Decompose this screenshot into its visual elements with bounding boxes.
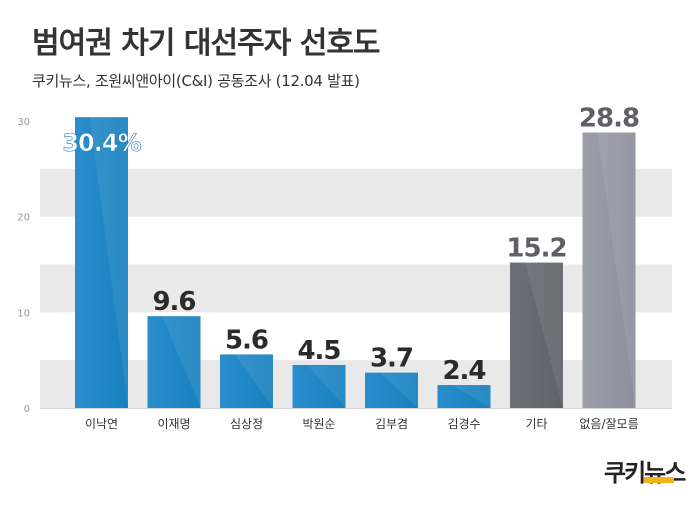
data-label: 28.8 <box>579 103 639 133</box>
bar-shade <box>307 364 346 408</box>
bar-심상정 <box>220 354 273 408</box>
data-label: 5.6 <box>225 325 268 355</box>
background-band-0 <box>40 360 672 408</box>
data-label: 9.6 <box>152 287 195 317</box>
data-label: 15.2 <box>506 234 566 264</box>
bar-이재명 <box>147 316 201 408</box>
data-label: 2.4 <box>442 356 485 386</box>
y-tick-label: 10 <box>17 308 30 319</box>
logo: 쿠키뉴스 <box>604 453 686 487</box>
bar-shade <box>524 262 563 408</box>
bar-shade <box>162 316 201 408</box>
category-label: 없음/잘모름 <box>579 417 638 431</box>
background-band-1 <box>40 264 672 313</box>
y-tick-label: 20 <box>17 213 30 224</box>
category-label: 기타 <box>525 417 547 431</box>
logo-accent-bar <box>644 477 674 483</box>
bar-이낙연 <box>75 117 128 408</box>
bar-shade <box>89 117 128 408</box>
bar-박원순 <box>292 364 346 408</box>
category-label: 이재명 <box>157 417 190 431</box>
bar-김경수 <box>437 385 491 408</box>
category-label: 김경수 <box>447 417 480 431</box>
bar-shade <box>234 354 273 408</box>
data-label: 4.5 <box>297 336 340 366</box>
category-label: 심상정 <box>230 417 263 431</box>
bar-shade <box>379 372 418 408</box>
y-tick-label: 30 <box>17 117 30 128</box>
chart-title: 범여권 차기 대선주자 선호도 <box>32 26 381 61</box>
y-tick-label: 0 <box>24 404 30 415</box>
data-label: 30.4% <box>62 129 141 157</box>
data-label: 3.7 <box>370 344 413 374</box>
category-label: 김부겸 <box>375 417 408 431</box>
category-label: 박원순 <box>302 417 335 431</box>
bar-없음/잘모름 <box>582 132 636 409</box>
chart-subtitle: 쿠키뉴스, 조원씨앤아이(C&I) 공동조사 (12.04 발표) <box>32 72 360 90</box>
category-label: 이낙연 <box>85 417 118 431</box>
background-band-2 <box>40 168 672 217</box>
bar-shade <box>452 385 491 408</box>
bar-김부겸 <box>365 372 418 408</box>
bar-shade <box>597 132 636 409</box>
bar-기타 <box>510 262 563 408</box>
